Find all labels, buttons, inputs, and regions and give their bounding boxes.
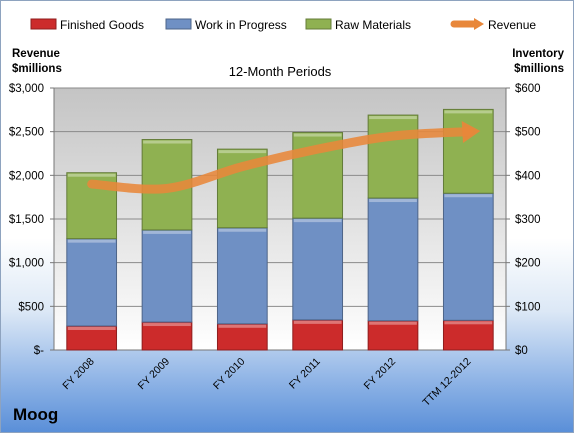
- bar-segment-highlight: [369, 116, 417, 120]
- bar-segment: [367, 114, 419, 199]
- bar-segment-highlight: [444, 110, 493, 114]
- right-axis-title: $millions: [514, 63, 564, 75]
- legend-label: Finished Goods: [60, 18, 144, 32]
- bar-segment: [141, 321, 193, 351]
- x-tick-label: FY 2009: [136, 356, 173, 393]
- x-tick-label: TTM 12-2012: [420, 356, 473, 409]
- left-tick-label: $3,000: [9, 83, 44, 95]
- x-tick-label: FY 2012: [362, 356, 399, 393]
- bar-segment: [216, 323, 268, 351]
- x-tick-label: FY 2008: [60, 356, 97, 393]
- left-tick-label: $500: [18, 301, 44, 313]
- legend-label: Revenue: [488, 18, 536, 32]
- revenue-line: [87, 127, 473, 194]
- bar-segment-highlight: [293, 219, 342, 223]
- bar-segment-highlight: [369, 321, 417, 325]
- chart-subtitle: 12-Month Periods: [229, 64, 332, 79]
- bar-segment: [292, 217, 344, 321]
- bar-segment-highlight: [143, 230, 191, 234]
- x-tick-label: FY 2010: [211, 356, 248, 393]
- legend-label: Raw Materials: [335, 18, 411, 32]
- bar-segment-highlight: [218, 324, 267, 328]
- left-tick-label: $1,500: [9, 214, 44, 226]
- bar-segment: [141, 229, 193, 323]
- right-tick-label: $200: [515, 258, 541, 270]
- bar-segment: [216, 227, 268, 325]
- legend-swatch-arrow: [474, 18, 484, 30]
- right-tick-label: $400: [515, 170, 541, 182]
- bar-segment: [66, 325, 118, 351]
- legend-swatch: [30, 18, 57, 30]
- right-tick-label: $300: [515, 214, 541, 226]
- bar-segment-highlight: [293, 133, 342, 137]
- company-name: Moog: [13, 405, 59, 424]
- left-axis-title: $millions: [12, 63, 62, 75]
- bar-segment: [442, 192, 494, 321]
- x-tick-label: FY 2011: [287, 356, 323, 392]
- bar-segment: [292, 319, 344, 351]
- bar-segment-highlight: [67, 173, 116, 177]
- left-tick-label: $-: [34, 345, 44, 357]
- left-tick-label: $2,500: [9, 127, 44, 139]
- bar-segment: [367, 197, 419, 322]
- right-tick-label: $500: [515, 127, 541, 139]
- bar-segment-highlight: [444, 321, 493, 325]
- bar-segment: [367, 320, 419, 351]
- legend-label: Work in Progress: [195, 18, 287, 32]
- right-tick-label: $0: [515, 345, 528, 357]
- bar-segment-highlight: [143, 323, 191, 327]
- left-axis-title: Revenue: [12, 48, 60, 60]
- legend-swatch: [305, 18, 332, 30]
- bar-segment-highlight: [293, 320, 342, 324]
- bar-segment-highlight: [369, 199, 417, 203]
- bar-segment-highlight: [143, 140, 191, 144]
- bar-segment: [442, 319, 494, 351]
- right-tick-label: $100: [515, 301, 541, 313]
- bar-segment: [66, 238, 118, 327]
- bar-segment-highlight: [218, 150, 267, 154]
- revenue-arrowhead: [461, 121, 481, 143]
- bar-segment-highlight: [444, 194, 493, 198]
- right-tick-label: $600: [515, 83, 541, 95]
- left-tick-label: $1,000: [9, 258, 44, 270]
- bar-segment-highlight: [67, 239, 116, 243]
- left-tick-label: $2,000: [9, 170, 44, 182]
- right-axis-title: Inventory: [512, 48, 564, 60]
- bar-segment-highlight: [67, 326, 116, 330]
- legend-swatch: [165, 18, 192, 30]
- bar-segment: [442, 108, 494, 194]
- bar-segment-highlight: [218, 228, 267, 232]
